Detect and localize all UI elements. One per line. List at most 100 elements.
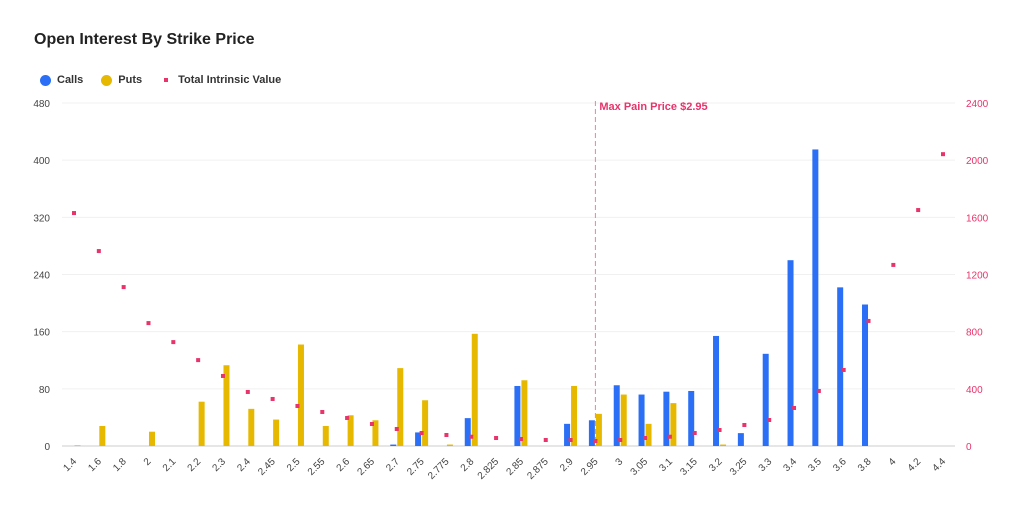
x-tick-label: 4.4 — [931, 456, 949, 474]
puts-bar — [273, 419, 280, 446]
y-right-tick-label: 1200 — [966, 271, 989, 282]
intrinsic-point — [220, 373, 225, 378]
puts-bar — [670, 403, 677, 446]
x-tick-label: 2.7 — [384, 456, 402, 474]
x-tick-label: 1.8 — [111, 456, 129, 474]
intrinsic-point — [692, 430, 697, 435]
y-right-tick-label: 800 — [966, 328, 983, 339]
intrinsic-point — [568, 437, 573, 442]
puts-bar — [223, 365, 230, 446]
intrinsic-point — [742, 422, 747, 427]
x-tick-label: 2.3 — [210, 456, 228, 474]
calls-bar — [638, 394, 645, 446]
puts-bar — [198, 401, 205, 446]
legend: Calls Puts Total Intrinsic Value — [40, 74, 281, 86]
x-tick-label: 3.15 — [678, 456, 700, 478]
intrinsic-point — [196, 358, 201, 363]
x-tick-label: 2.45 — [256, 456, 278, 478]
x-tick-label: 2.8 — [459, 456, 477, 474]
intrinsic-point — [916, 208, 921, 213]
y-right-tick-label: 0 — [966, 442, 972, 453]
x-tick-label: 2.875 — [525, 456, 551, 482]
x-tick-label: 3 — [614, 456, 626, 468]
x-tick-label: 3.8 — [856, 456, 874, 474]
max-pain-label: Max Pain Price $2.95 — [599, 101, 707, 113]
x-tick-label: 2.65 — [356, 456, 378, 478]
intrinsic-point — [444, 432, 449, 437]
x-tick-label: 2.95 — [579, 456, 601, 478]
calls-bar — [415, 432, 422, 446]
intrinsic-point — [543, 437, 548, 442]
puts-bar — [99, 425, 106, 446]
intrinsic-point — [394, 426, 399, 431]
x-tick-label: 2.5 — [285, 456, 303, 474]
intrinsic-point — [841, 367, 846, 372]
puts-bar — [372, 420, 379, 446]
legend-label: Calls — [57, 74, 84, 86]
intrinsic-point — [494, 435, 499, 440]
intrinsic-point — [245, 389, 250, 394]
calls-bar — [663, 391, 670, 446]
puts-bar — [148, 431, 155, 446]
x-tick-label: 2.9 — [558, 456, 576, 474]
puts-bar — [248, 408, 255, 446]
y-left-tick-label: 320 — [33, 213, 50, 224]
legend-intrinsic[interactable]: Total Intrinsic Value — [160, 74, 281, 86]
y-left-tick-label: 240 — [33, 271, 50, 282]
chart-title: Open Interest By Strike Price — [34, 31, 255, 48]
intrinsic-point — [121, 285, 126, 290]
x-tick-label: 4.2 — [906, 456, 924, 474]
puts-bar — [422, 400, 429, 446]
legend-label: Puts — [118, 74, 143, 86]
intrinsic-point — [369, 421, 374, 426]
calls-bar — [688, 390, 695, 446]
x-tick-label: 3.2 — [707, 456, 725, 474]
x-tick-label: 3.5 — [806, 456, 824, 474]
x-tick-label: 2.825 — [476, 456, 502, 482]
calls-bar — [837, 287, 844, 446]
legend-puts[interactable]: Puts — [101, 74, 142, 86]
puts-bar — [720, 444, 727, 446]
y-left-tick-label: 160 — [33, 328, 50, 339]
x-tick-label: 1.6 — [86, 456, 104, 474]
legend-calls[interactable]: Calls — [40, 74, 83, 86]
intrinsic-point — [96, 249, 101, 254]
intrinsic-point — [146, 321, 151, 326]
intrinsic-point — [891, 262, 896, 267]
puts-bar — [297, 344, 304, 446]
x-tick-label: 2.775 — [426, 456, 452, 482]
x-tick-label: 1.4 — [62, 456, 80, 474]
intrinsic-point — [593, 438, 598, 443]
calls-bar — [564, 423, 571, 446]
x-tick-label: 3.6 — [831, 456, 849, 474]
puts-bar — [645, 423, 652, 446]
intrinsic-point — [618, 437, 623, 442]
x-tick-label: 3.05 — [629, 456, 651, 478]
x-tick-label: 4 — [887, 456, 899, 468]
y-left-tick-label: 80 — [39, 385, 51, 396]
intrinsic-point — [295, 403, 300, 408]
puts-bar — [571, 385, 578, 446]
calls-bar — [464, 418, 471, 446]
y-left-tick-label: 400 — [33, 156, 50, 167]
puts-bar — [471, 333, 478, 446]
calls-bar — [812, 149, 819, 446]
x-tick-label: 2.2 — [186, 456, 204, 474]
y-right-tick-label: 2400 — [966, 99, 989, 110]
x-tick-label: 3.1 — [657, 456, 675, 474]
calls-bar — [588, 420, 595, 446]
intrinsic-point — [320, 409, 325, 414]
calls-bar — [713, 335, 720, 446]
intrinsic-point — [469, 434, 474, 439]
x-tick-label: 2 — [142, 456, 154, 468]
calls-bar — [514, 385, 521, 446]
puts-bar — [620, 394, 627, 446]
x-tick-label: 2.75 — [405, 456, 427, 478]
intrinsic-point — [792, 405, 797, 410]
calls-bar — [762, 353, 769, 446]
calls-bar — [862, 304, 869, 446]
intrinsic-point — [345, 415, 350, 420]
y-left-tick-label: 0 — [44, 442, 50, 453]
x-tick-label: 2.1 — [161, 456, 179, 474]
